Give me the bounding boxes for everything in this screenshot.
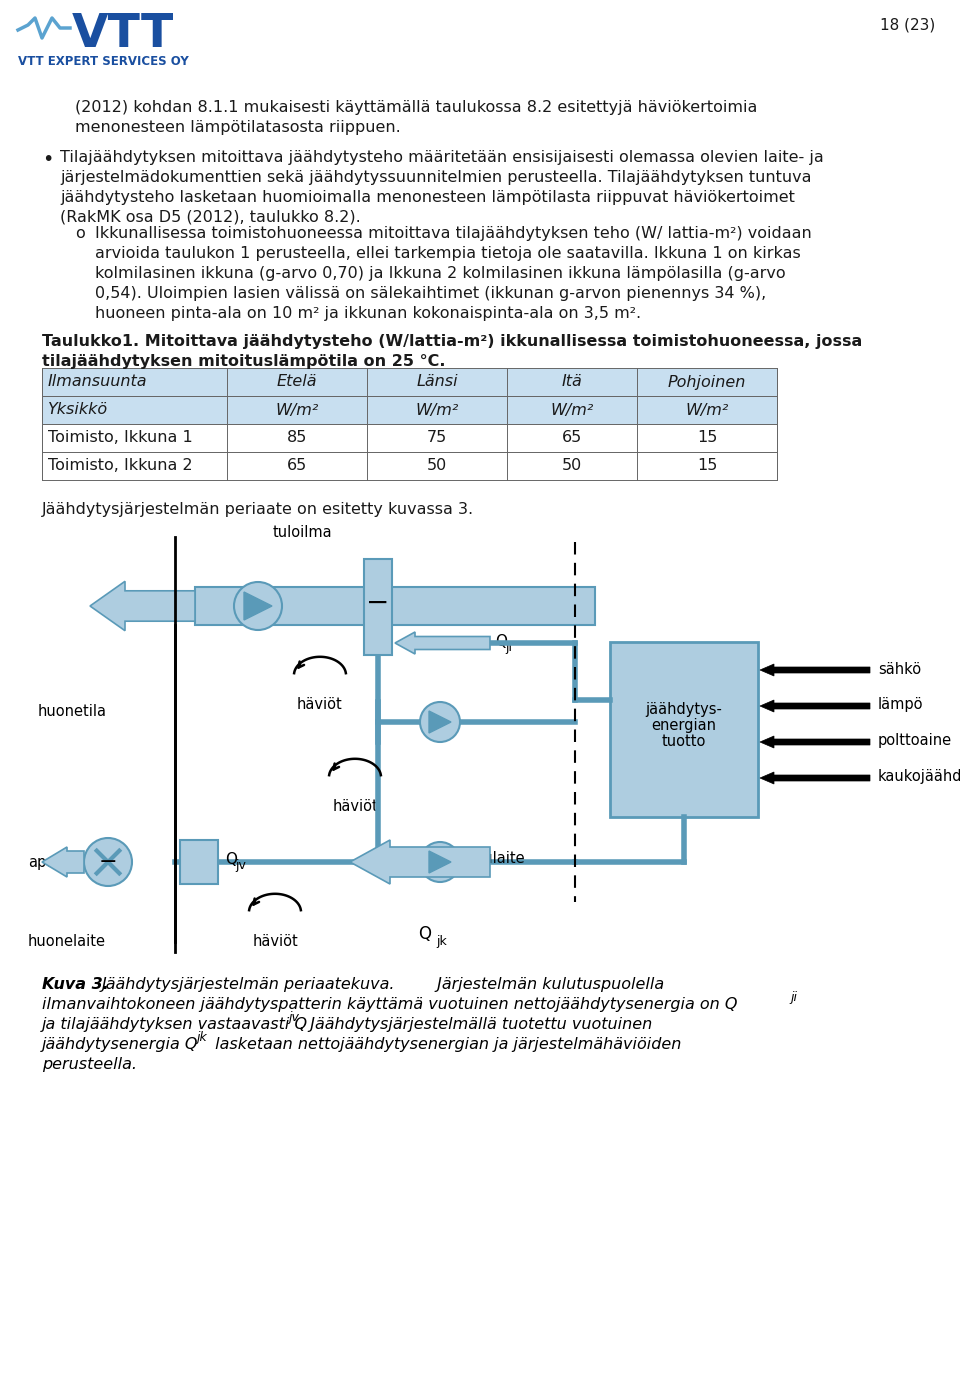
Text: ji: ji: [505, 640, 512, 654]
Text: jk: jk: [436, 934, 446, 948]
Bar: [610, 642, 758, 816]
Text: kaukojäähdytys: kaukojäähdytys: [878, 769, 960, 784]
Text: o: o: [75, 226, 84, 241]
Bar: [364, 559, 392, 656]
Text: 0,54). Uloimpien lasien välissä on sälekaihtimet (ikkunan g-arvon pienennys 34 %: 0,54). Uloimpien lasien välissä on sälek…: [95, 286, 766, 301]
Text: −: −: [99, 852, 117, 872]
Circle shape: [84, 839, 132, 886]
Polygon shape: [429, 711, 451, 733]
Text: Q: Q: [419, 924, 431, 942]
Text: järjestelmädokumenttien sekä jäähdytyssuunnitelmien perusteella. Tilajäähdytykse: järjestelmädokumenttien sekä jäähdytyssu…: [60, 170, 811, 184]
Circle shape: [420, 701, 460, 742]
Text: arvioida taulukon 1 perusteella, ellei tarkempia tietoja ole saatavilla. Ikkuna : arvioida taulukon 1 perusteella, ellei t…: [95, 245, 801, 261]
Text: huonetila: huonetila: [38, 704, 107, 719]
Text: 15: 15: [697, 431, 717, 445]
Text: sähkö: sähkö: [878, 661, 922, 676]
Text: apulaite: apulaite: [465, 851, 524, 866]
Text: W/m²: W/m²: [416, 402, 459, 417]
Text: jk: jk: [196, 1031, 206, 1044]
Bar: [42, 452, 777, 480]
FancyArrow shape: [42, 847, 84, 877]
Text: 50: 50: [427, 459, 447, 474]
Text: Ikkunallisessa toimistohuoneessa mitoittava tilajäähdytyksen teho (W/ lattia-m²): Ikkunallisessa toimistohuoneessa mitoitt…: [95, 226, 812, 241]
Text: jäähdytys-: jäähdytys-: [645, 701, 723, 717]
Text: tuloilma: tuloilma: [273, 525, 332, 541]
Text: 50: 50: [562, 459, 582, 474]
Circle shape: [420, 843, 460, 881]
Text: W/m²: W/m²: [550, 402, 593, 417]
Text: Q: Q: [495, 633, 507, 649]
Text: 15: 15: [697, 459, 717, 474]
Text: Tilajäähdytyksen mitoittava jäähdytysteho määritetään ensisijaisesti olemassa ol: Tilajäähdytyksen mitoittava jäähdytysteh…: [60, 150, 824, 165]
Text: •: •: [42, 150, 54, 169]
Text: ji: ji: [790, 991, 797, 1003]
Bar: [195, 588, 595, 625]
Bar: [42, 424, 777, 452]
Text: 18 (23): 18 (23): [879, 18, 935, 33]
Text: ilmanvaihtokoneen jäähdytyspatterin käyttämä vuotuinen nettojäähdytysenergia on : ilmanvaihtokoneen jäähdytyspatterin käyt…: [42, 997, 737, 1012]
Text: 75: 75: [427, 431, 447, 445]
Text: jv: jv: [288, 1010, 299, 1024]
Text: Itä: Itä: [562, 374, 583, 389]
Text: W/m²: W/m²: [276, 402, 319, 417]
Text: VTT: VTT: [72, 12, 175, 57]
Text: lämpö: lämpö: [878, 697, 924, 712]
Text: (2012) kohdan 8.1.1 mukaisesti käyttämällä taulukossa 8.2 esitettyjä häviökertoi: (2012) kohdan 8.1.1 mukaisesti käyttämäl…: [75, 100, 757, 115]
Text: häviöt: häviöt: [252, 934, 298, 949]
Text: huonelaite: huonelaite: [28, 934, 106, 949]
Text: kolmilasinen ikkuna (g-arvo 0,70) ja Ikkuna 2 kolmilasinen ikkuna lämpölasilla (: kolmilasinen ikkuna (g-arvo 0,70) ja Ikk…: [95, 266, 785, 281]
Text: jv: jv: [235, 859, 246, 873]
Text: jäähdytysteho lasketaan huomioimalla menonesteen lämpötilasta riippuvat häviöker: jäähdytysteho lasketaan huomioimalla men…: [60, 190, 795, 205]
Text: Pohjoinen: Pohjoinen: [668, 374, 746, 389]
Text: Yksikkö: Yksikkö: [48, 402, 108, 417]
Text: Q: Q: [225, 851, 237, 866]
Circle shape: [234, 582, 282, 631]
FancyArrow shape: [395, 632, 490, 654]
Text: häviöt: häviöt: [298, 697, 343, 712]
Text: tilajäähdytyksen mitoituslämpötila on 25 °C.: tilajäähdytyksen mitoituslämpötila on 25…: [42, 353, 445, 369]
Text: energian: energian: [652, 718, 716, 733]
FancyArrow shape: [90, 581, 195, 631]
Text: . Jäähdytysjärjestelmällä tuotettu vuotuinen: . Jäähdytysjärjestelmällä tuotettu vuotu…: [300, 1017, 652, 1033]
Text: Ilmansuunta: Ilmansuunta: [48, 374, 148, 389]
Text: 65: 65: [287, 459, 307, 474]
FancyArrow shape: [760, 700, 870, 712]
FancyArrow shape: [760, 736, 870, 748]
Text: apulaite: apulaite: [28, 855, 87, 869]
Text: (RakMK osa D5 (2012), taulukko 8.2).: (RakMK osa D5 (2012), taulukko 8.2).: [60, 211, 361, 225]
Text: lasketaan nettojäähdytysenergian ja järjestelmähäviöiden: lasketaan nettojäähdytysenergian ja järj…: [210, 1037, 682, 1052]
FancyArrow shape: [350, 840, 490, 884]
Text: −: −: [367, 589, 390, 617]
Text: 65: 65: [562, 431, 582, 445]
Text: häviöt: häviöt: [332, 798, 378, 814]
Text: jäähdytysenergia Q: jäähdytysenergia Q: [42, 1037, 199, 1052]
Text: menonesteen lämpötilatasosta riippuen.: menonesteen lämpötilatasosta riippuen.: [75, 121, 400, 134]
Text: Toimisto, Ikkuna 1: Toimisto, Ikkuna 1: [48, 431, 193, 445]
Text: Taulukko1. Mitoittava jäähdytysteho (W/lattia-m²) ikkunallisessa toimistohuonees: Taulukko1. Mitoittava jäähdytysteho (W/l…: [42, 334, 862, 349]
Polygon shape: [244, 592, 272, 620]
Polygon shape: [429, 851, 451, 873]
Text: Järjestelmän kulutuspuolella: Järjestelmän kulutuspuolella: [432, 977, 664, 992]
Text: ja tilajäähdytyksen vastaavasti Q: ja tilajäähdytyksen vastaavasti Q: [42, 1017, 308, 1033]
Text: Jäähdytysjärjestelmän periaate on esitetty kuvassa 3.: Jäähdytysjärjestelmän periaate on esitet…: [42, 502, 474, 517]
Text: 85: 85: [287, 431, 307, 445]
Text: perusteella.: perusteella.: [42, 1058, 137, 1071]
Text: tuotto: tuotto: [661, 735, 707, 748]
Bar: [180, 840, 218, 884]
FancyArrow shape: [760, 772, 870, 784]
Text: Kuva 3.: Kuva 3.: [42, 977, 108, 992]
Bar: [42, 369, 777, 396]
Text: Jäähdytysjärjestelmän periaatekuva.: Jäähdytysjärjestelmän periaatekuva.: [102, 977, 396, 992]
Text: polttoaine: polttoaine: [878, 733, 952, 748]
Bar: [42, 396, 777, 424]
FancyArrow shape: [760, 664, 870, 676]
Text: W/m²: W/m²: [685, 402, 729, 417]
Text: Länsi: Länsi: [417, 374, 458, 389]
Text: Toimisto, Ikkuna 2: Toimisto, Ikkuna 2: [48, 459, 193, 474]
Text: Etelä: Etelä: [276, 374, 317, 389]
Text: huoneen pinta-ala on 10 m² ja ikkunan kokonaispinta-ala on 3,5 m².: huoneen pinta-ala on 10 m² ja ikkunan ko…: [95, 306, 641, 322]
Text: VTT EXPERT SERVICES OY: VTT EXPERT SERVICES OY: [18, 55, 189, 68]
